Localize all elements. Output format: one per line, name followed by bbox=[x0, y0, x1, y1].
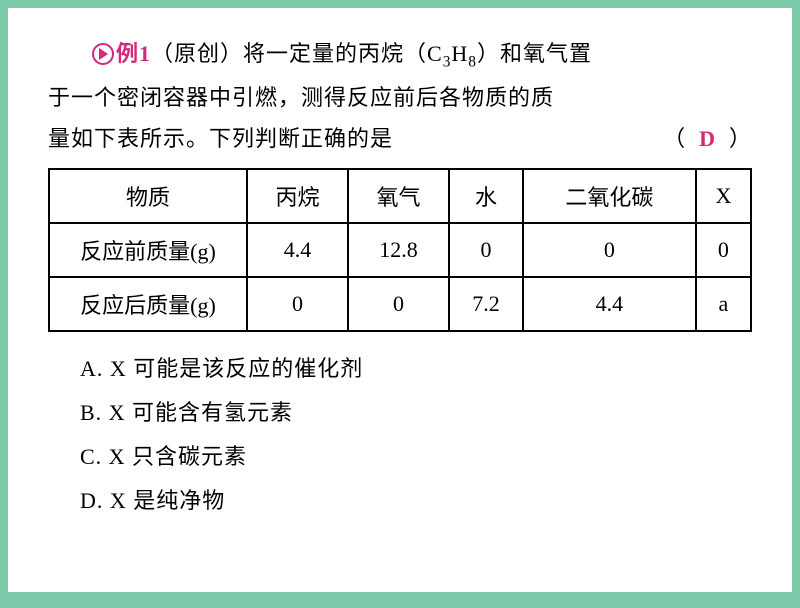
question-line-3: 量如下表所示。下列判断正确的是 （ D ） bbox=[48, 118, 752, 160]
example-label: 例1 bbox=[116, 41, 151, 66]
question-prefix: （原创）将一定量的丙烷（C bbox=[151, 41, 443, 66]
row2-v4: 4.4 bbox=[523, 277, 696, 331]
question-line-3-text: 量如下表所示。下列判断正确的是 bbox=[48, 126, 393, 151]
row1-v4: 0 bbox=[523, 223, 696, 277]
paren-open: （ bbox=[663, 126, 686, 151]
question-line-1: 例1（原创）将一定量的丙烷（C3H8）和氧气置 bbox=[48, 33, 752, 77]
header-oxygen: 氧气 bbox=[348, 169, 449, 223]
row1-v2: 12.8 bbox=[348, 223, 449, 277]
row1-v3: 0 bbox=[449, 223, 523, 277]
option-c: C. X 只含碳元素 bbox=[80, 435, 752, 479]
h-letter: H bbox=[451, 41, 468, 66]
table-row-after: 反应后质量(g) 0 0 7.2 4.4 a bbox=[49, 277, 751, 331]
question-line-2: 于一个密闭容器中引燃，测得反应前后各物质的质 bbox=[48, 77, 752, 119]
row2-v5: a bbox=[696, 277, 751, 331]
row1-v5: 0 bbox=[696, 223, 751, 277]
header-substance: 物质 bbox=[49, 169, 247, 223]
answer-wrap: （ D ） bbox=[663, 118, 752, 160]
subscript-h: 8 bbox=[468, 53, 477, 70]
table-row-before: 反应前质量(g) 4.4 12.8 0 0 0 bbox=[49, 223, 751, 277]
row2-v1: 0 bbox=[247, 277, 348, 331]
option-a: A. X 可能是该反应的催化剂 bbox=[80, 347, 752, 391]
play-icon bbox=[92, 43, 114, 65]
row1-label: 反应前质量(g) bbox=[49, 223, 247, 277]
header-water: 水 bbox=[449, 169, 523, 223]
option-d: D. X 是纯净物 bbox=[80, 479, 752, 523]
header-propane: 丙烷 bbox=[247, 169, 348, 223]
options-list: A. X 可能是该反应的催化剂 B. X 可能含有氢元素 C. X 只含碳元素 … bbox=[48, 347, 752, 523]
data-table: 物质 丙烷 氧气 水 二氧化碳 X 反应前质量(g) 4.4 12.8 0 0 … bbox=[48, 168, 752, 332]
row1-v1: 4.4 bbox=[247, 223, 348, 277]
row2-v2: 0 bbox=[348, 277, 449, 331]
paren-close: ） bbox=[729, 126, 752, 151]
table-header-row: 物质 丙烷 氧气 水 二氧化碳 X bbox=[49, 169, 751, 223]
question-panel: 例1（原创）将一定量的丙烷（C3H8）和氧气置 于一个密闭容器中引燃，测得反应前… bbox=[8, 8, 792, 592]
row2-v3: 7.2 bbox=[449, 277, 523, 331]
row2-label: 反应后质量(g) bbox=[49, 277, 247, 331]
question-mid: ）和氧气置 bbox=[477, 41, 592, 66]
header-x: X bbox=[696, 169, 751, 223]
question-text: 例1（原创）将一定量的丙烷（C3H8）和氧气置 于一个密闭容器中引燃，测得反应前… bbox=[48, 33, 752, 160]
header-co2: 二氧化碳 bbox=[523, 169, 696, 223]
answer-letter: D bbox=[699, 126, 716, 151]
option-b: B. X 可能含有氢元素 bbox=[80, 391, 752, 435]
